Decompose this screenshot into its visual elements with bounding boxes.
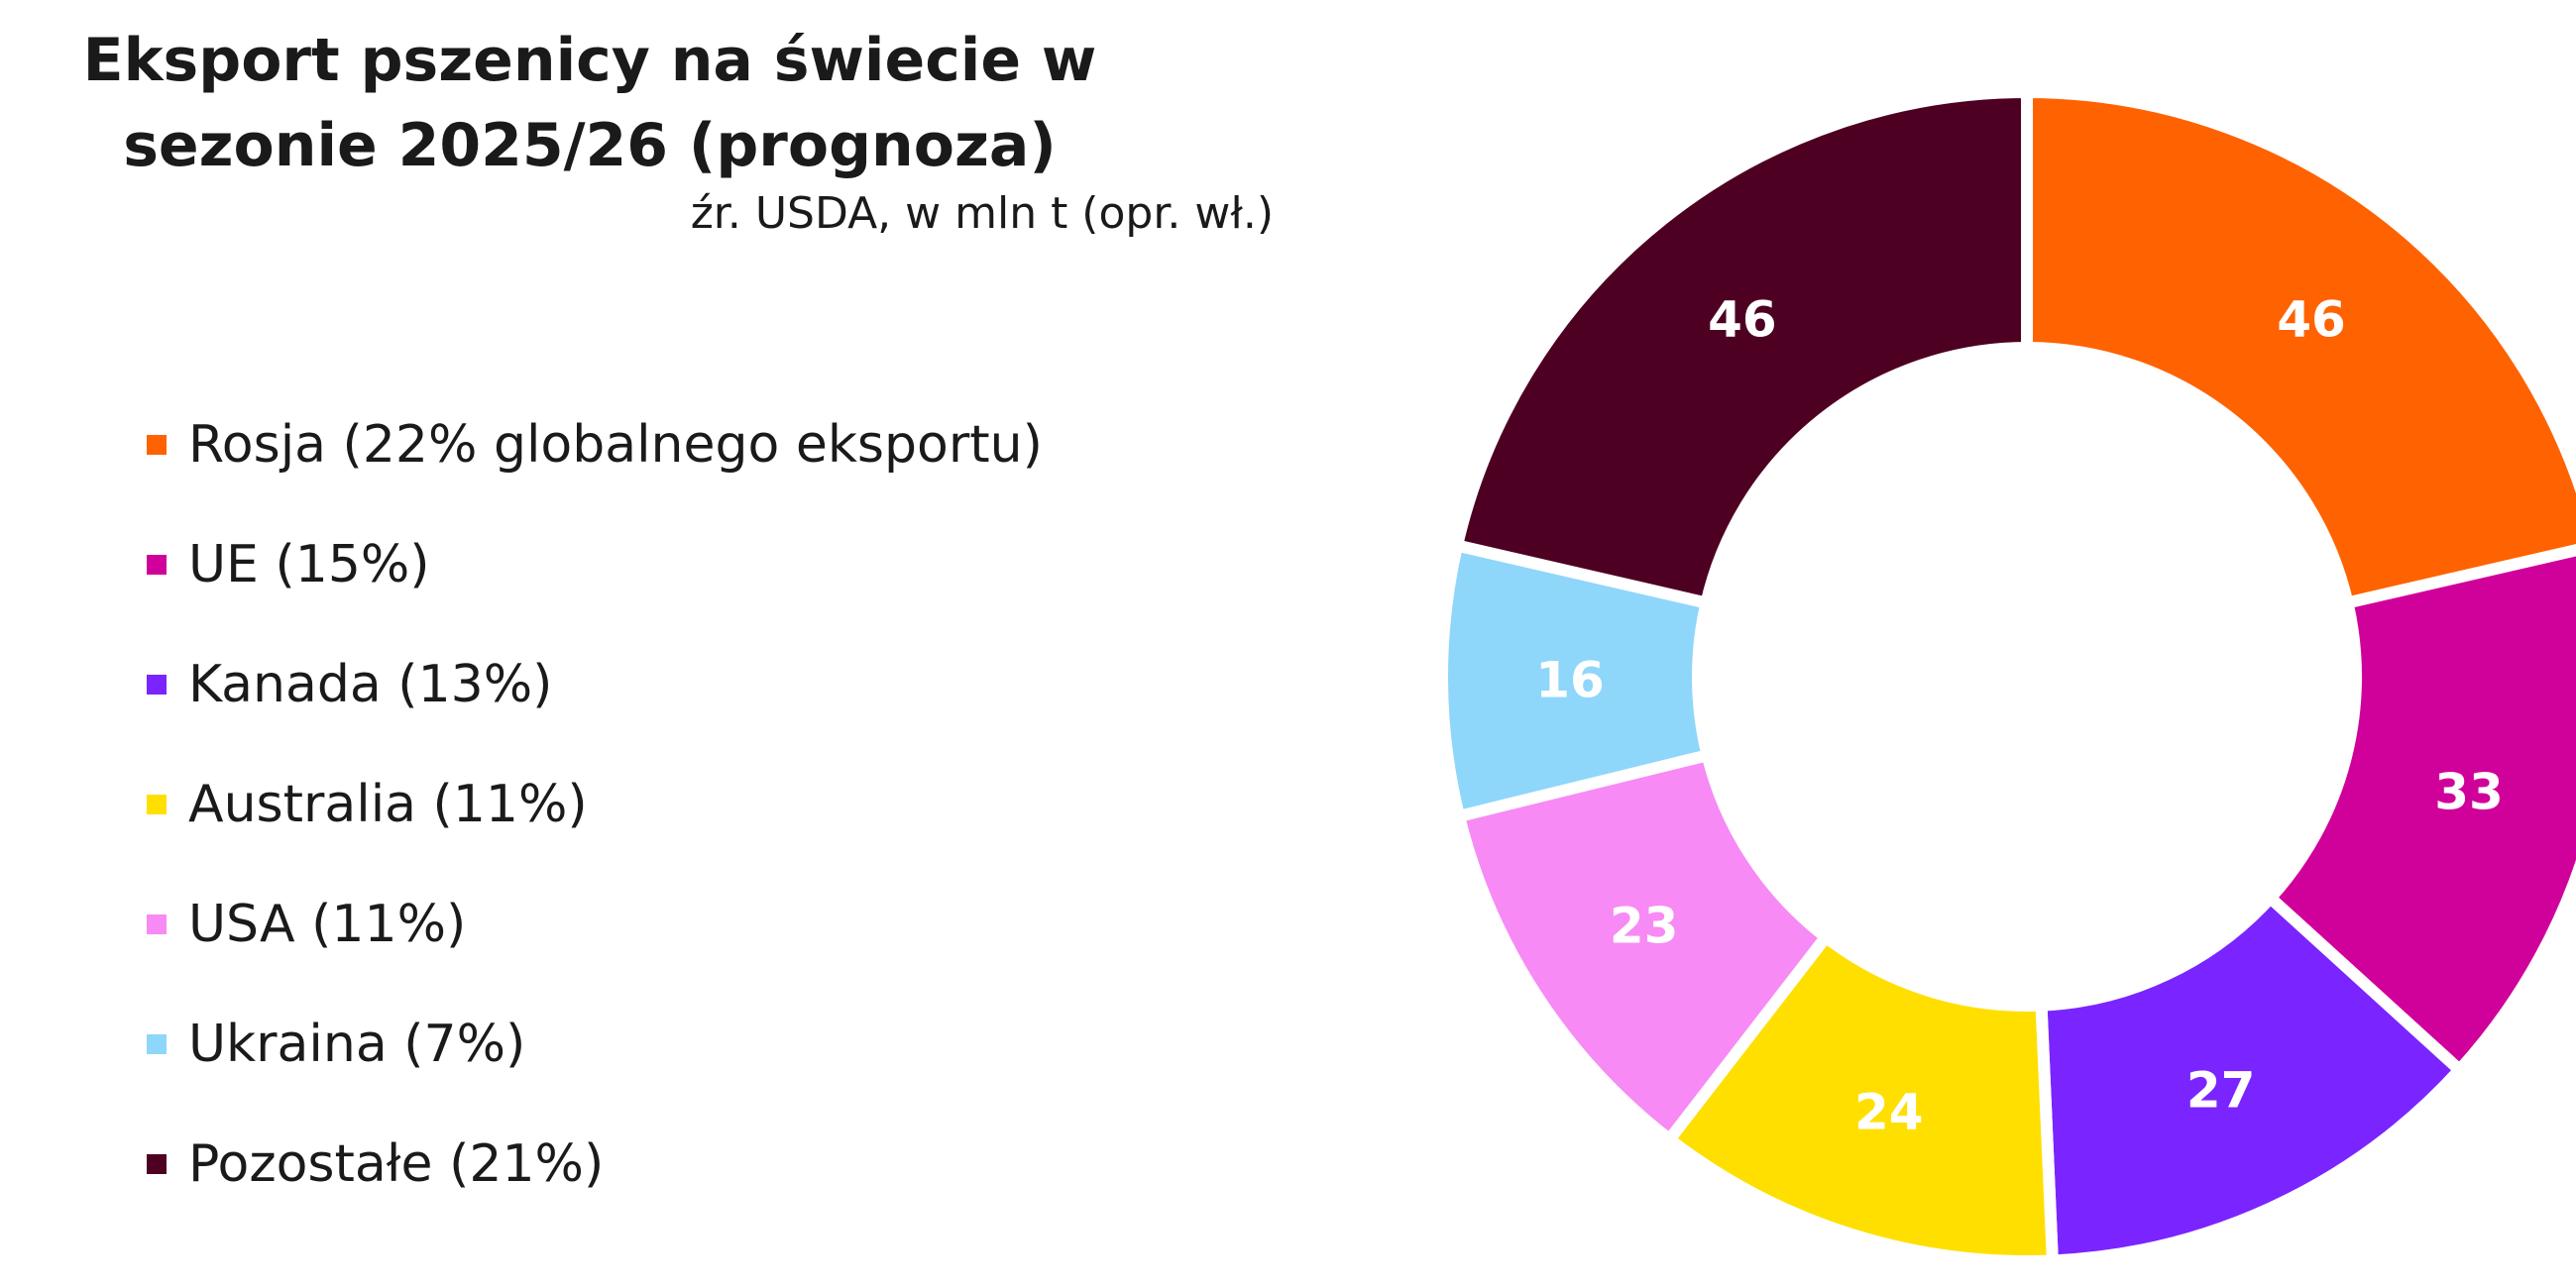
legend-label: Pozostałe (21%) [188,1133,605,1194]
legend-label: USA (11%) [188,894,467,954]
slice-value-label: 46 [1708,290,1777,348]
legend-item-australia: Australia (11%) [147,744,1043,864]
slice-value-label: 33 [2434,764,2504,821]
slice-value-label: 46 [2277,290,2346,348]
legend-item-rosja: Rosja (22% globalnego eksportu) [147,384,1043,504]
legend-item-ue: UE (15%) [147,504,1043,624]
legend-label: Ukraina (7%) [188,1014,526,1074]
chart-title: Eksport pszenicy na świecie w sezonie 20… [82,26,1097,180]
donut-slice [1449,85,2033,610]
donut-slice [2021,85,2576,610]
donut-slice [2035,889,2469,1267]
legend-item-usa: USA (11%) [147,864,1043,984]
legend-swatch [147,1153,167,1174]
donut-slice [2262,544,2576,1079]
legend-swatch [147,674,167,695]
slice-value-label: 16 [1535,651,1605,708]
legend-item-pozostale: Pozostałe (21%) [147,1104,1043,1224]
legend-swatch [147,1033,167,1054]
legend-swatch [147,554,167,575]
legend-swatch [147,794,167,814]
chart-legend: Rosja (22% globalnego eksportu) UE (15%)… [147,384,1043,1224]
slice-value-label: 27 [2186,1061,2256,1119]
legend-label: Australia (11%) [188,774,588,834]
legend-label: Rosja (22% globalnego eksportu) [188,414,1043,475]
legend-item-kanada: Kanada (13%) [147,624,1043,744]
slice-value-label: 24 [1854,1083,1924,1140]
legend-item-ukraina: Ukraina (7%) [147,984,1043,1104]
chart-subtitle: źr. USDA, w mln t (opr. wł.) [690,188,1274,239]
legend-label: UE (15%) [188,534,430,594]
slice-value-label: 23 [1610,898,1679,955]
donut-slice [1451,748,1835,1148]
legend-swatch [147,434,167,455]
legend-swatch [147,913,167,934]
legend-label: Kanada (13%) [188,654,553,714]
